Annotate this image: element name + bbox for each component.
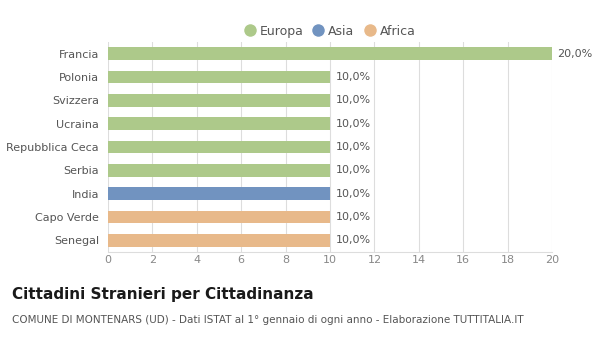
Text: COMUNE DI MONTENARS (UD) - Dati ISTAT al 1° gennaio di ogni anno - Elaborazione : COMUNE DI MONTENARS (UD) - Dati ISTAT al… xyxy=(12,315,524,325)
Bar xyxy=(108,141,330,153)
Text: 10,0%: 10,0% xyxy=(335,235,371,245)
Bar xyxy=(108,71,330,83)
Text: 10,0%: 10,0% xyxy=(335,212,371,222)
Bar xyxy=(108,187,330,200)
Bar xyxy=(108,234,330,247)
Bar xyxy=(108,94,330,107)
Bar xyxy=(108,211,330,223)
Text: 10,0%: 10,0% xyxy=(335,119,371,129)
Bar xyxy=(108,164,330,177)
Bar xyxy=(108,47,552,60)
Legend: Europa, Asia, Africa: Europa, Asia, Africa xyxy=(241,21,419,41)
Text: 10,0%: 10,0% xyxy=(335,72,371,82)
Text: 10,0%: 10,0% xyxy=(335,165,371,175)
Bar xyxy=(108,117,330,130)
Text: 10,0%: 10,0% xyxy=(335,142,371,152)
Text: 10,0%: 10,0% xyxy=(335,95,371,105)
Text: Cittadini Stranieri per Cittadinanza: Cittadini Stranieri per Cittadinanza xyxy=(12,287,314,302)
Text: 10,0%: 10,0% xyxy=(335,189,371,199)
Text: 20,0%: 20,0% xyxy=(557,49,593,59)
